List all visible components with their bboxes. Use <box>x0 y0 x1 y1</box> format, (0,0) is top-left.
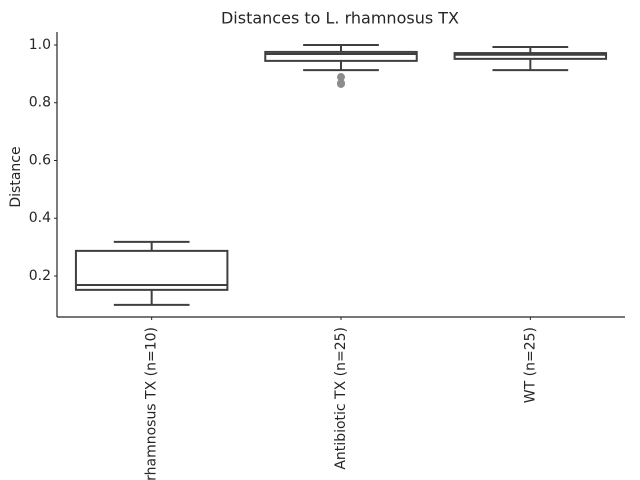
y-axis-label: Distance <box>8 146 24 207</box>
chart-title: Distances to L. rhamnosus TX <box>221 9 459 28</box>
x-tick-label: L. rhamnosus TX (n=10) <box>144 327 160 480</box>
box <box>264 50 418 62</box>
y-tick-label: 0.4 <box>29 210 51 226</box>
box <box>74 249 229 291</box>
y-tick-label: 1.0 <box>29 37 51 53</box>
x-tick-label: Antibiotic TX (n=25) <box>333 327 349 470</box>
x-tick-label: WT (n=25) <box>522 327 538 403</box>
y-tick-label: 0.8 <box>29 95 51 111</box>
outlier <box>337 79 345 88</box>
y-tick-label: 0.2 <box>29 268 51 284</box>
box <box>453 52 608 60</box>
y-tick-label: 0.6 <box>29 152 51 168</box>
